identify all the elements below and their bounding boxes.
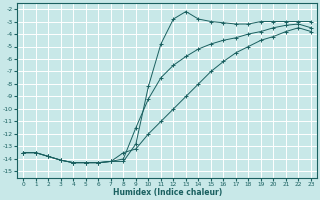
X-axis label: Humidex (Indice chaleur): Humidex (Indice chaleur) [113, 188, 222, 197]
